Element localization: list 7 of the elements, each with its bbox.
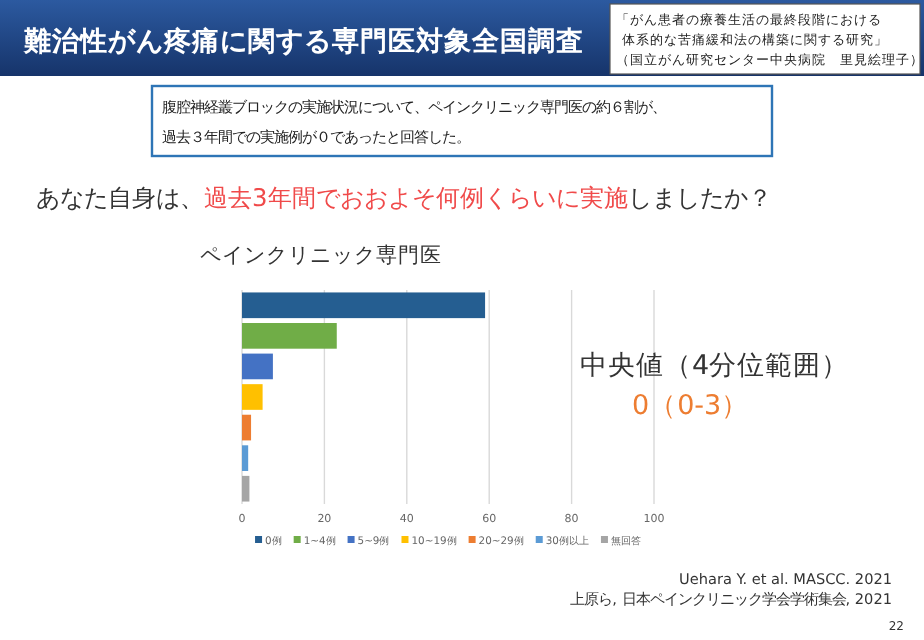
text: あなた自身は、	[36, 184, 204, 212]
chart-subtitle: ペインクリニック専門医	[200, 242, 442, 268]
annotation: 0（0-3）	[632, 390, 750, 422]
text: しましたか？	[627, 184, 772, 212]
annotation: 中央値（4分位範囲）	[580, 350, 850, 382]
text: 過去3年間でおおよそ何例くらいに実施	[204, 184, 628, 212]
chart-title: 難治性がん疼痛に関する専門医対象全国調査	[22, 24, 584, 58]
